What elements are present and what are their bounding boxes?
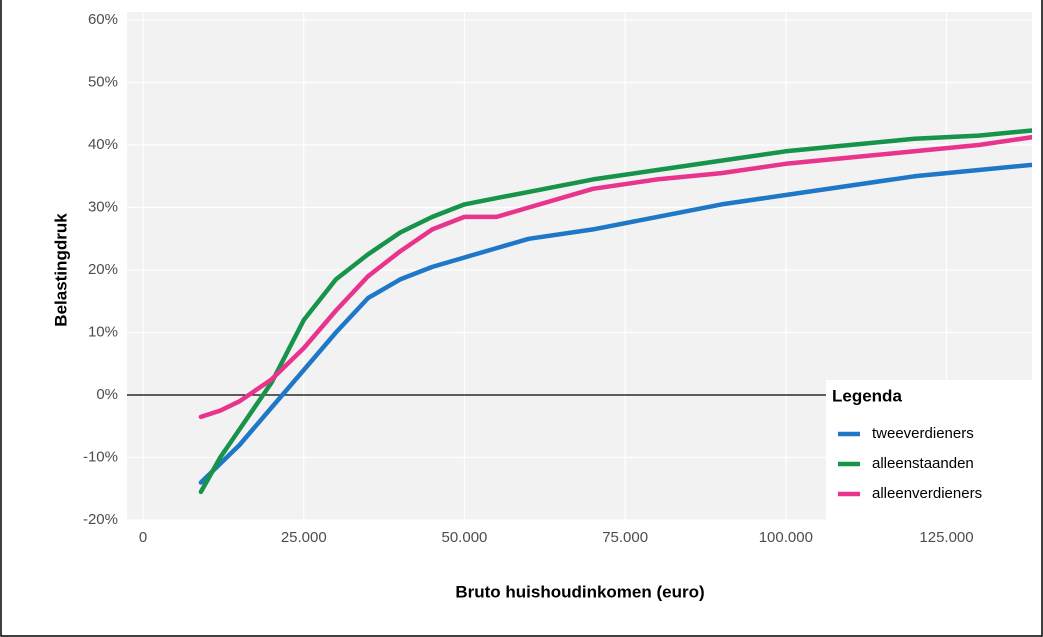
x-tick-label: 0 xyxy=(139,529,147,546)
legend-title: Legenda xyxy=(832,386,902,405)
series-line xyxy=(198,162,1032,485)
legend-label: alleenverdieners xyxy=(872,485,982,502)
y-axis-title: Belastingdruk xyxy=(51,213,70,327)
x-tick-label: 100.000 xyxy=(759,529,813,546)
grid xyxy=(127,12,1032,521)
x-axis-title: Bruto huishoudinkomen (euro) xyxy=(455,582,704,601)
y-tick-label: 50% xyxy=(88,73,118,90)
y-tick-label: 40% xyxy=(88,136,118,153)
legend-label: tweeverdieners xyxy=(872,425,974,442)
y-tick-label: 30% xyxy=(88,198,118,215)
series-line xyxy=(198,134,1032,420)
legend-box xyxy=(826,380,1032,520)
y-tick-label: 20% xyxy=(88,261,118,278)
y-tick-label: 0% xyxy=(96,386,118,403)
lines xyxy=(127,128,1032,495)
x-tick-label: 125.000 xyxy=(919,529,973,546)
x-tick-label: 75.000 xyxy=(602,529,648,546)
y-tick-label: -10% xyxy=(83,448,118,465)
y-tick-label: 60% xyxy=(88,11,118,28)
x-tick-label: 25.000 xyxy=(281,529,327,546)
x-tick-label: 50.000 xyxy=(442,529,488,546)
y-tick-label: 10% xyxy=(88,323,118,340)
y-tick-label: -20% xyxy=(83,511,118,528)
legend-label: alleenstaanden xyxy=(872,455,974,472)
legend: Legenda tweeverdieners alleenstaanden allee… xyxy=(826,380,1032,520)
